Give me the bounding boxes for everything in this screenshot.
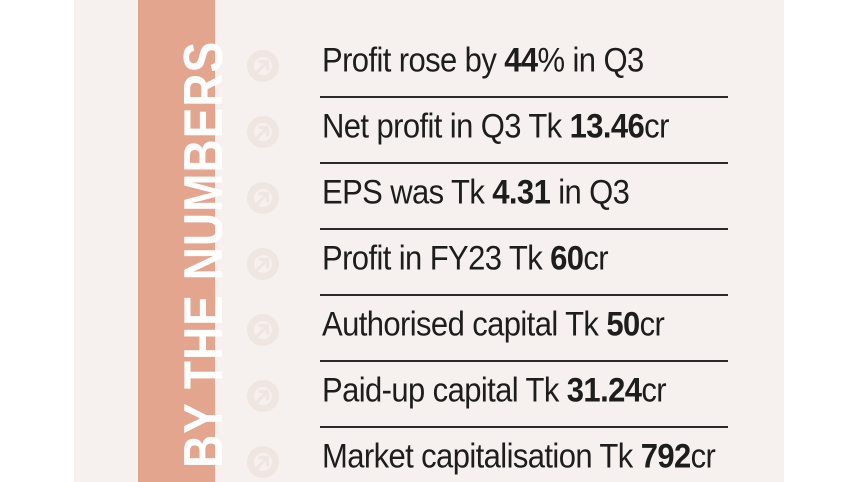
item-text: Market capitalisation Tk 792cr <box>322 435 716 476</box>
item-text: Profit in FY23 Tk 60cr <box>322 237 609 278</box>
divider <box>320 426 728 428</box>
divider <box>320 96 728 98</box>
arrow-circle-icon <box>247 380 279 412</box>
list-item: Net profit in Q3 Tk 13.46cr <box>246 96 728 164</box>
arrow-circle-icon <box>247 314 279 346</box>
item-text: Paid-up capital Tk 31.24cr <box>322 369 667 410</box>
arrow-circle-icon <box>247 248 279 280</box>
arrow-circle-icon <box>247 446 279 478</box>
list-item: Market capitalisation Tk 792cr <box>246 426 728 482</box>
arrow-circle-icon <box>247 50 279 82</box>
list-item: Profit rose by 44% in Q3 <box>246 30 728 98</box>
item-text: Profit rose by 44% in Q3 <box>322 39 644 80</box>
item-text: Net profit in Q3 Tk 13.46cr <box>322 105 669 146</box>
infographic-card: BY THE NUMBERS Profit rose by 44% in Q3 … <box>74 0 784 482</box>
list-item: Authorised capital Tk 50cr <box>246 294 728 362</box>
divider <box>320 228 728 230</box>
item-text: Authorised capital Tk 50cr <box>322 303 665 344</box>
divider <box>320 294 728 296</box>
arrow-circle-icon <box>247 182 279 214</box>
divider <box>320 162 728 164</box>
numbers-list: Profit rose by 44% in Q3 Net profit in Q… <box>246 30 728 482</box>
list-item: Paid-up capital Tk 31.24cr <box>246 360 728 428</box>
list-item: EPS was Tk 4.31 in Q3 <box>246 162 728 230</box>
list-item: Profit in FY23 Tk 60cr <box>246 228 728 296</box>
side-band <box>138 0 215 482</box>
item-text: EPS was Tk 4.31 in Q3 <box>322 171 630 212</box>
divider <box>320 360 728 362</box>
arrow-circle-icon <box>247 116 279 148</box>
side-label: BY THE NUMBERS <box>172 40 234 468</box>
